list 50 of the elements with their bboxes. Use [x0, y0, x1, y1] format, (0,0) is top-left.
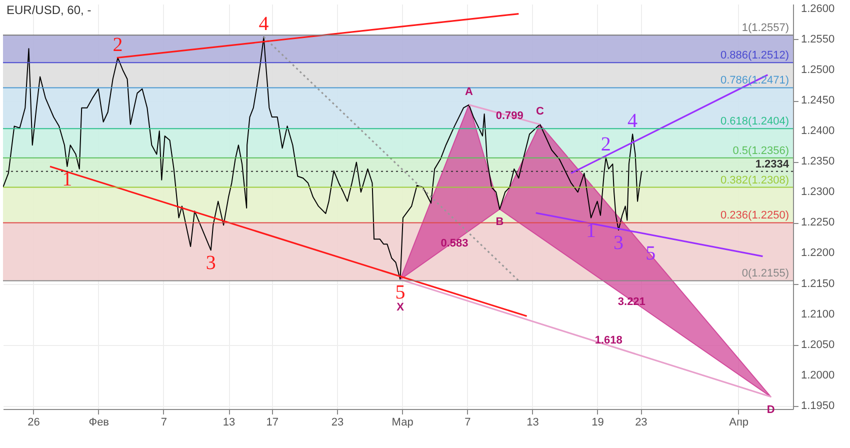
annotation: 1: [62, 168, 72, 190]
x-tick-label: 13: [222, 416, 236, 428]
y-tick-label: 1.2250: [801, 216, 835, 229]
y-tick-label: 1.2450: [801, 94, 835, 107]
annotation: 3: [206, 252, 216, 274]
x-tick-label: 13: [526, 416, 539, 428]
y-tick-label: 1.1950: [801, 400, 835, 412]
x-tick-label: 23: [635, 416, 648, 428]
ref-line-label: 0.5(1.2356): [732, 144, 789, 157]
annotation: 3: [614, 232, 624, 254]
y-tick-label: 1.2000: [801, 369, 835, 382]
y-tick-label: 1.2550: [801, 33, 835, 46]
ref-line-label: 0.236(1.2250): [720, 210, 789, 222]
annotation: 4: [258, 12, 269, 35]
x-tick-label: Мар: [392, 416, 414, 428]
ref-line-label: 0.886(1.2512): [720, 50, 789, 62]
y-tick-label: 1.2100: [801, 308, 835, 320]
ref-line-label: 1(1.2557): [742, 22, 789, 34]
y-tick-label: 1.2300: [801, 186, 835, 198]
annotation: 1.618: [594, 334, 622, 347]
annotation: A: [464, 86, 473, 98]
annotation: 0.799: [496, 110, 524, 122]
annotation: 2: [112, 34, 123, 56]
x-tick-label: 19: [592, 416, 604, 428]
x-tick-label: Фев: [88, 416, 110, 428]
annotation: 1: [586, 220, 596, 242]
x-tick-label: 7: [160, 416, 168, 428]
x-tick-label: Апр: [729, 416, 749, 428]
y-tick-label: 1.2150: [801, 278, 835, 290]
annotation: 4: [628, 110, 638, 132]
ref-line-label: 0.618(1.2404): [720, 116, 789, 128]
x-tick-label: 23: [331, 416, 344, 428]
y-tick-label: 1.2200: [801, 247, 835, 260]
y-tick-label: 1.2500: [801, 64, 835, 76]
x-tick-label: 17: [266, 416, 279, 428]
x-tick-label: 26: [28, 416, 40, 428]
annotation: C: [536, 105, 544, 118]
ref-line-label: 0.382(1.2308): [720, 174, 789, 186]
annotation: X: [396, 302, 405, 314]
annotation: D: [766, 404, 775, 416]
ref-line-label: 1.2334: [755, 158, 790, 170]
y-tick-label: 1.2350: [801, 156, 835, 168]
annotation: 2: [600, 133, 611, 156]
y-tick-label: 1.2400: [801, 125, 835, 138]
y-tick-label: 1.2050: [801, 338, 835, 351]
ref-line-label: 0(1.2155): [742, 268, 789, 280]
x-tick-label: 7: [464, 416, 471, 428]
y-tick-label: 1.2600: [801, 2, 835, 15]
annotation: 5: [395, 282, 406, 304]
chart-title: EUR/USD, 60, -: [6, 2, 92, 17]
